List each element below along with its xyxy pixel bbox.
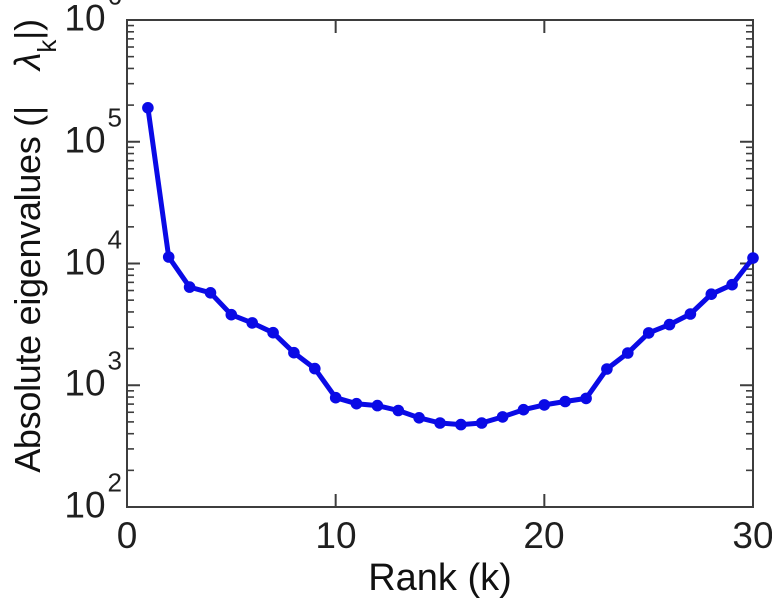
data-point-marker bbox=[246, 317, 258, 329]
data-point-marker bbox=[475, 417, 488, 429]
x-axis-label: Rank (k) bbox=[368, 557, 512, 599]
data-point-marker bbox=[267, 326, 279, 339]
data-point-marker bbox=[162, 251, 175, 263]
data-point-marker bbox=[538, 399, 551, 411]
data-point-marker bbox=[684, 308, 697, 320]
data-point-marker bbox=[350, 397, 363, 410]
data-point-marker bbox=[601, 363, 613, 375]
data-point-marker bbox=[496, 411, 509, 423]
data-point-marker bbox=[371, 399, 384, 412]
data-point-marker bbox=[517, 403, 530, 416]
x-tick-label-30: 30 bbox=[732, 515, 772, 556]
data-point-marker bbox=[183, 281, 196, 293]
data-point-marker bbox=[747, 252, 759, 264]
y-tick-label-10e6: 106 bbox=[64, 0, 122, 39]
data-point-marker bbox=[580, 392, 592, 405]
lambda-symbol: λ bbox=[7, 52, 49, 71]
y-tick-label-10e3: 103 bbox=[64, 345, 122, 404]
x-tick-label-20: 20 bbox=[523, 515, 565, 556]
data-point-marker bbox=[392, 404, 405, 417]
lambda-subscript: k bbox=[32, 39, 63, 53]
y-axis-label-text: Absolute eigenvalues (| bbox=[7, 106, 49, 473]
y-tick-label-10e4: 104 bbox=[64, 224, 122, 283]
data-point-marker bbox=[225, 308, 238, 321]
data-point-marker bbox=[642, 327, 655, 339]
data-point-marker bbox=[204, 287, 217, 299]
data-point-marker bbox=[288, 346, 300, 359]
y-axis-label-suffix: |) bbox=[7, 19, 49, 40]
data-point-marker bbox=[434, 417, 446, 429]
data-point-marker bbox=[622, 347, 634, 359]
data-point-marker bbox=[726, 278, 738, 291]
data-point-marker bbox=[142, 102, 154, 114]
data-point-marker bbox=[309, 362, 321, 375]
data-point-marker bbox=[559, 395, 571, 408]
y-tick-label-10e2: 102 bbox=[64, 467, 122, 526]
axes-box bbox=[126, 19, 754, 508]
y-tick-label-10e5: 105 bbox=[64, 102, 122, 161]
data-point-marker bbox=[705, 288, 718, 301]
data-point-marker bbox=[663, 318, 676, 331]
data-point-marker bbox=[329, 391, 342, 404]
y-axis-label: Absolute eigenvalues (| λk|) bbox=[7, 19, 62, 473]
x-tick-label-0: 0 bbox=[116, 515, 138, 556]
x-tick-label-10: 10 bbox=[315, 515, 357, 556]
data-point-marker bbox=[455, 418, 467, 431]
data-point-marker bbox=[413, 412, 425, 424]
eigenvalue-line-series bbox=[145, 105, 756, 428]
